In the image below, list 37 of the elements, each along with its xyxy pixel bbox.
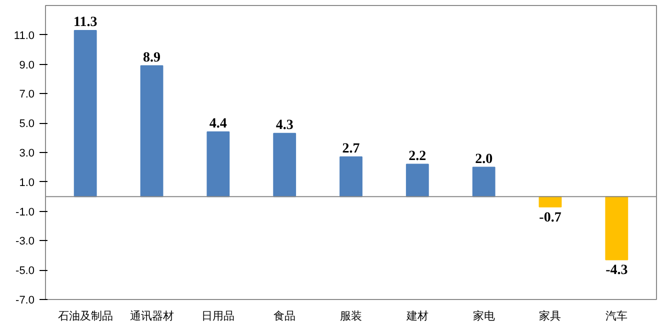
bar — [340, 156, 362, 198]
bar — [538, 196, 562, 208]
bar — [605, 196, 628, 260]
bar — [406, 164, 429, 198]
data-label: -0.7 — [539, 210, 562, 226]
data-label: 4.4 — [209, 116, 227, 132]
y-tick-label: 5.0 — [19, 118, 35, 130]
data-label: 2.2 — [408, 148, 426, 164]
x-tick-label: 家电 — [472, 310, 495, 322]
x-tick-label: 家具 — [539, 310, 562, 322]
x-tick-label: 通讯器材 — [130, 310, 174, 322]
data-label: 2.7 — [342, 142, 360, 156]
y-tick-label: 9.0 — [19, 59, 35, 72]
bar — [206, 131, 230, 198]
y-tick-label: 3.0 — [19, 148, 35, 160]
bar — [140, 65, 164, 198]
y-tick-label: 11.0 — [14, 30, 34, 42]
x-tick-label: 食品 — [274, 310, 296, 322]
bar — [273, 132, 296, 198]
data-label: 11.3 — [73, 15, 98, 30]
data-label: -4.3 — [606, 263, 628, 278]
y-tick-label: 1.0 — [19, 176, 35, 189]
x-tick-label: 石油及制品 — [58, 310, 113, 322]
y-tick-label: -1.0 — [16, 206, 35, 218]
y-tick-label: -7.0 — [16, 294, 35, 306]
y-tick-label: -3.0 — [16, 236, 35, 248]
data-label: 8.9 — [143, 50, 161, 66]
data-label: 2.0 — [475, 152, 493, 167]
x-tick-label: 建材 — [405, 310, 428, 322]
y-tick-label: -5.0 — [16, 265, 35, 278]
x-tick-label: 日用品 — [202, 310, 235, 322]
bar — [74, 30, 97, 198]
x-tick-label: 服装 — [340, 310, 362, 322]
y-tick-label: 7.0 — [19, 88, 35, 101]
data-label: 4.3 — [276, 118, 294, 133]
bar — [472, 166, 496, 198]
x-tick-label: 汽车 — [606, 310, 628, 322]
